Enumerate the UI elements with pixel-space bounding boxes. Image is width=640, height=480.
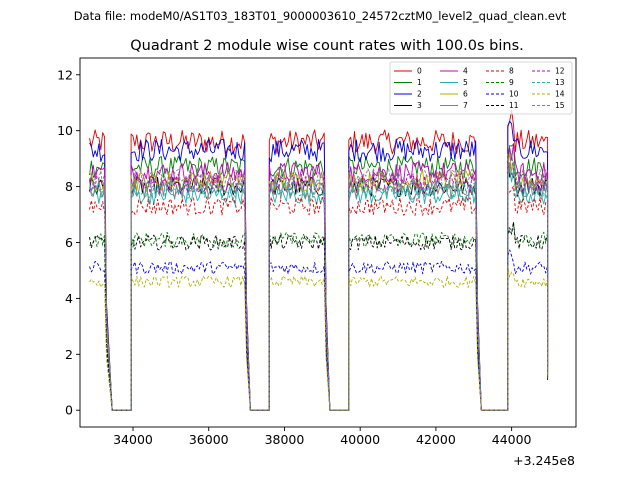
legend-label-11: 11 — [509, 101, 519, 110]
series-line-6 — [89, 152, 549, 411]
series-line-8 — [89, 185, 549, 411]
y-tick-label: 10 — [57, 123, 73, 138]
legend-label-10: 10 — [509, 90, 519, 99]
series-line-1 — [89, 143, 549, 411]
x-tick-label: 38000 — [265, 432, 305, 447]
y-tick-label: 0 — [65, 403, 73, 418]
y-tick-label: 12 — [57, 67, 73, 82]
legend-label-8: 8 — [509, 67, 514, 76]
legend-label-12: 12 — [555, 67, 565, 76]
plot-area — [89, 109, 549, 411]
series-line-11 — [89, 221, 549, 411]
legend-label-0: 0 — [417, 67, 422, 76]
x-tick-label: 34000 — [113, 432, 153, 447]
y-tick-label: 6 — [65, 235, 73, 250]
legend-label-15: 15 — [555, 101, 565, 110]
series-line-12 — [89, 156, 549, 411]
series-line-9 — [89, 222, 549, 411]
series-line-5 — [89, 169, 549, 411]
chart-title: Quadrant 2 module wise count rates with … — [130, 38, 524, 54]
legend-label-7: 7 — [463, 101, 468, 110]
x-offset-label: +3.245e8 — [513, 453, 575, 468]
legend-box — [389, 61, 573, 115]
series-line-15 — [89, 152, 549, 411]
series-line-10 — [89, 249, 549, 411]
series-line-13 — [89, 161, 549, 411]
y-tick-label: 8 — [65, 179, 73, 194]
legend-label-1: 1 — [417, 78, 422, 87]
x-tick-label: 40000 — [340, 432, 380, 447]
x-tick-label: 42000 — [416, 432, 456, 447]
chart-suptitle: Data file: modeM0/AS1T03_183T01_90000036… — [74, 9, 567, 23]
legend-label-4: 4 — [463, 67, 468, 76]
legend-label-3: 3 — [417, 101, 422, 110]
y-tick-label: 4 — [65, 291, 73, 306]
legend-label-13: 13 — [555, 78, 565, 87]
series-line-7 — [89, 162, 549, 411]
series-line-0 — [89, 109, 549, 411]
legend-label-9: 9 — [509, 78, 514, 87]
series-line-2 — [89, 120, 549, 411]
y-tick-label: 2 — [65, 347, 73, 362]
legend-label-14: 14 — [555, 90, 565, 99]
x-tick-label: 36000 — [189, 432, 229, 447]
legend-label-2: 2 — [417, 90, 422, 99]
legend-label-6: 6 — [463, 90, 468, 99]
series-line-4 — [89, 143, 549, 411]
x-tick-label: 44000 — [492, 432, 532, 447]
legend-label-5: 5 — [463, 78, 468, 87]
